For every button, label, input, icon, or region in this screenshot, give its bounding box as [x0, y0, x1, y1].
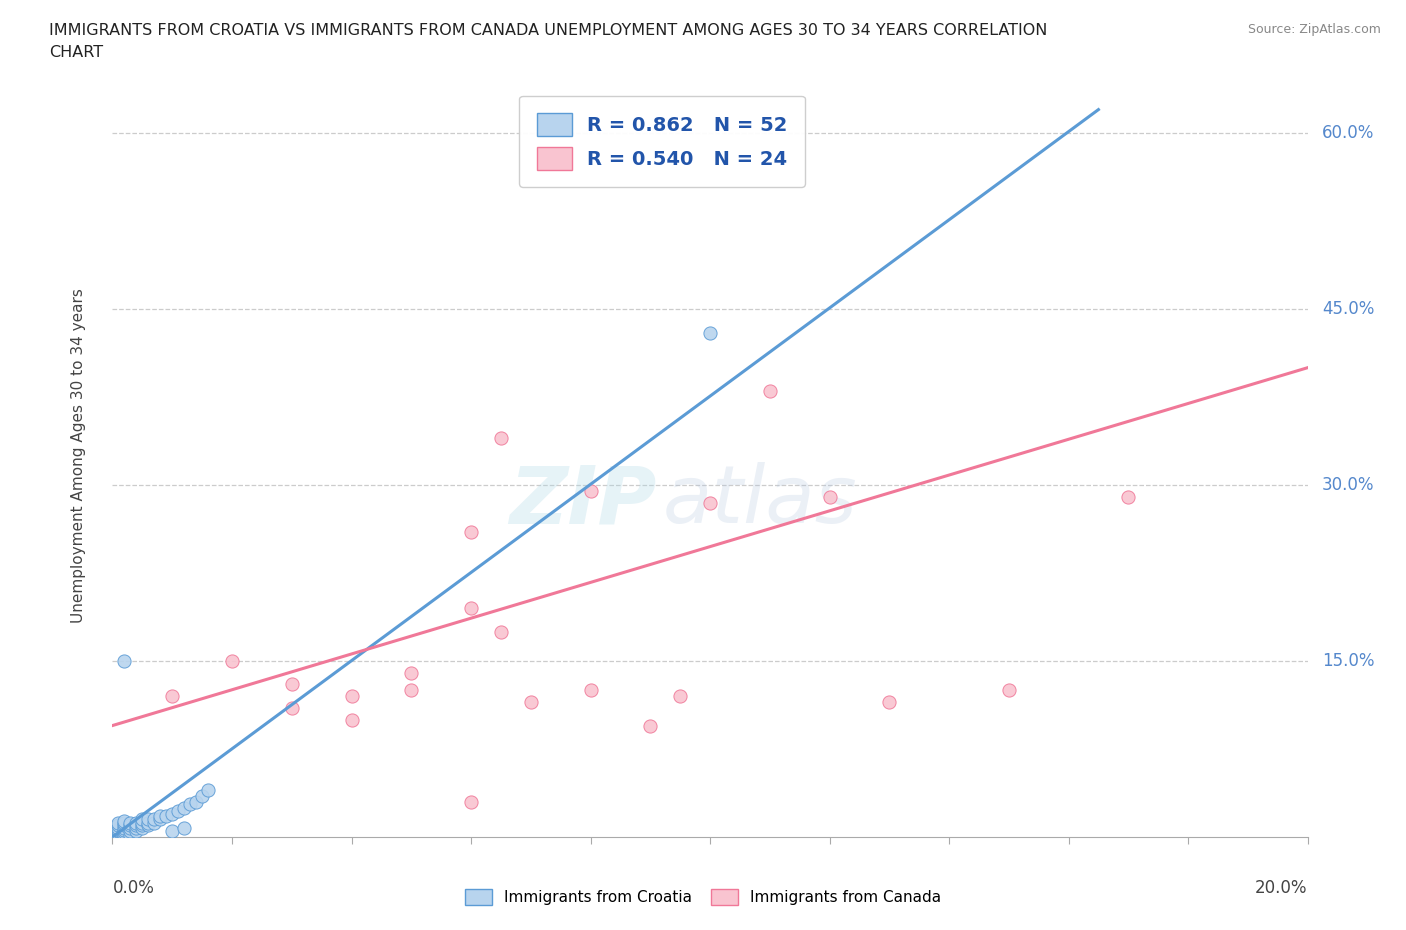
Point: [998, 683, 1021, 698]
Point: [179, 797, 201, 812]
Point: [221, 654, 243, 669]
Text: atlas: atlas: [662, 462, 858, 540]
Point: [167, 804, 190, 818]
Point: [520, 695, 543, 710]
Legend: R = 0.862   N = 52, R = 0.540   N = 24: R = 0.862 N = 52, R = 0.540 N = 24: [519, 96, 806, 187]
Point: [114, 827, 135, 842]
Point: [107, 816, 129, 830]
Text: 45.0%: 45.0%: [1322, 300, 1374, 318]
Point: [114, 654, 135, 669]
Point: [186, 794, 208, 809]
Point: [114, 825, 135, 840]
Text: 60.0%: 60.0%: [1322, 124, 1374, 142]
Point: [460, 601, 482, 616]
Point: [579, 683, 602, 698]
Point: [120, 817, 142, 832]
Point: [107, 820, 129, 835]
Y-axis label: Unemployment Among Ages 30 to 34 years: Unemployment Among Ages 30 to 34 years: [72, 288, 86, 623]
Point: [131, 817, 153, 832]
Point: [143, 812, 166, 827]
Point: [162, 689, 183, 704]
Point: [143, 816, 166, 830]
Point: [120, 824, 142, 839]
Point: [191, 789, 214, 804]
Point: [138, 816, 160, 830]
Point: [120, 816, 142, 830]
Point: [699, 495, 721, 510]
Point: [120, 820, 142, 835]
Text: IMMIGRANTS FROM CROATIA VS IMMIGRANTS FROM CANADA UNEMPLOYMENT AMONG AGES 30 TO : IMMIGRANTS FROM CROATIA VS IMMIGRANTS FR…: [49, 23, 1047, 38]
Text: 0.0%: 0.0%: [112, 879, 155, 897]
Point: [101, 829, 124, 844]
Point: [107, 826, 129, 841]
Point: [401, 665, 423, 680]
Point: [340, 712, 363, 727]
Point: [114, 817, 135, 832]
Point: [107, 822, 129, 837]
Text: CHART: CHART: [49, 45, 103, 60]
Point: [173, 820, 195, 835]
Text: 20.0%: 20.0%: [1256, 879, 1308, 897]
Point: [197, 783, 219, 798]
Point: [640, 718, 662, 733]
Point: [489, 624, 512, 639]
Point: [579, 484, 602, 498]
Point: [401, 683, 423, 698]
Point: [114, 816, 135, 830]
Point: [699, 326, 721, 340]
Point: [107, 827, 129, 842]
Point: [879, 695, 901, 710]
Point: [173, 800, 195, 815]
Point: [281, 677, 304, 692]
Point: [125, 816, 148, 830]
Point: [138, 812, 160, 827]
Point: [669, 689, 692, 704]
Text: Source: ZipAtlas.com: Source: ZipAtlas.com: [1247, 23, 1381, 36]
Text: ZIP: ZIP: [509, 462, 657, 540]
Text: 30.0%: 30.0%: [1322, 476, 1375, 494]
Point: [107, 830, 129, 844]
Point: [155, 808, 177, 823]
Point: [489, 431, 512, 445]
Point: [107, 829, 129, 844]
Point: [120, 827, 142, 842]
Point: [125, 820, 148, 835]
Point: [125, 817, 148, 832]
Point: [460, 794, 482, 809]
Point: [114, 820, 135, 835]
Point: [162, 824, 183, 839]
Point: [340, 689, 363, 704]
Point: [114, 813, 135, 828]
Point: [107, 817, 129, 832]
Point: [131, 816, 153, 830]
Point: [131, 812, 153, 827]
Point: [162, 806, 183, 821]
Text: 15.0%: 15.0%: [1322, 652, 1375, 670]
Point: [460, 525, 482, 539]
Point: [281, 700, 304, 715]
Point: [1118, 489, 1140, 504]
Point: [101, 827, 124, 842]
Point: [818, 489, 841, 504]
Point: [114, 822, 135, 837]
Point: [114, 830, 135, 844]
Point: [149, 812, 172, 827]
Point: [107, 824, 129, 839]
Point: [101, 830, 124, 844]
Point: [125, 824, 148, 839]
Point: [138, 817, 160, 832]
Point: [131, 820, 153, 835]
Point: [759, 384, 782, 399]
Legend: Immigrants from Croatia, Immigrants from Canada: Immigrants from Croatia, Immigrants from…: [458, 883, 948, 911]
Point: [149, 808, 172, 823]
